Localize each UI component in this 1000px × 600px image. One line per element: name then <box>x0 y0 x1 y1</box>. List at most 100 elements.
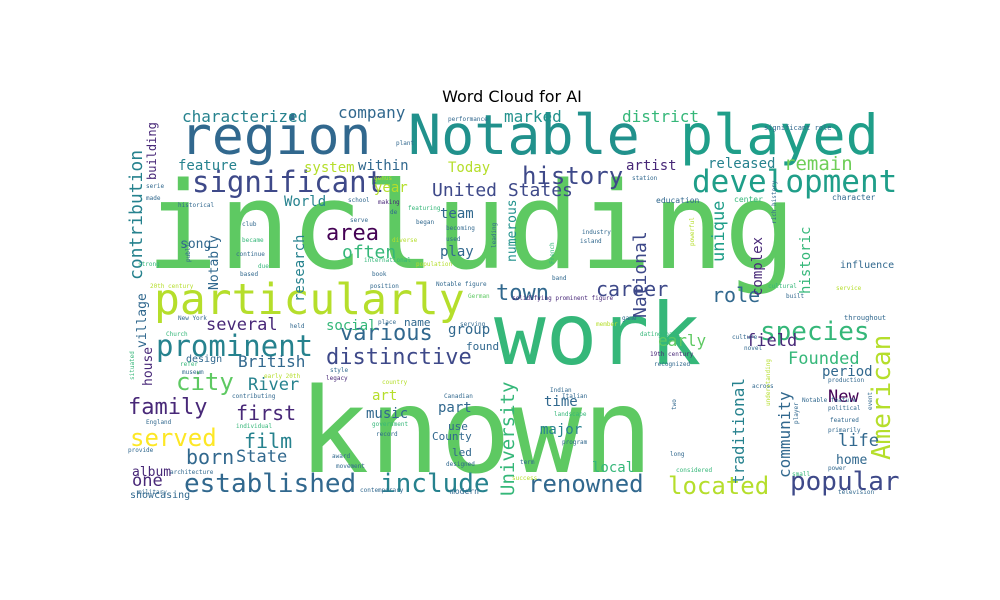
word-31: University <box>497 382 519 496</box>
word-186: two <box>671 399 678 410</box>
word-119: movement <box>336 463 365 470</box>
word-128: refer <box>180 361 198 368</box>
word-123: country <box>382 379 408 386</box>
word-28: film <box>244 429 292 453</box>
word-56: Notably <box>207 235 222 290</box>
word-144: club <box>242 221 257 228</box>
word-22: various <box>340 321 433 346</box>
word-162: used <box>446 236 461 243</box>
word-85: design <box>186 354 222 365</box>
word-147: based <box>240 271 258 278</box>
word-3: Notable <box>408 103 640 167</box>
word-87: use <box>448 420 468 433</box>
word-8: significant <box>192 165 384 199</box>
word-89: showcasing <box>130 490 190 501</box>
word-1: known <box>298 362 653 500</box>
word-51: traditional <box>729 378 748 484</box>
word-164: population <box>416 261 453 268</box>
word-125: style <box>330 367 348 374</box>
word-99: island <box>580 238 602 245</box>
word-139: public <box>185 240 192 262</box>
word-141: historical <box>178 202 215 209</box>
word-78: time <box>544 394 578 410</box>
word-154: position <box>370 283 399 290</box>
word-110: landscape <box>554 411 587 418</box>
word-133: provide <box>128 447 154 454</box>
word-81: home <box>836 453 867 468</box>
word-33: United States <box>432 180 573 201</box>
word-10: American <box>867 335 897 460</box>
word-118: contemporary <box>360 487 404 494</box>
word-71: song <box>180 237 211 252</box>
word-65: released <box>708 156 775 172</box>
word-148: due <box>258 263 269 270</box>
word-155: place <box>378 319 396 326</box>
word-69: play <box>440 244 474 260</box>
word-187: power <box>828 465 846 472</box>
word-75: music <box>366 406 408 422</box>
word-17: history <box>522 162 623 190</box>
word-20: family <box>128 395 207 420</box>
word-182: primarily <box>828 427 861 434</box>
word-34: contribution <box>126 150 147 280</box>
word-52: community <box>775 391 794 478</box>
word-152: international <box>364 257 411 264</box>
word-188: small <box>792 471 810 478</box>
word-134: military <box>138 489 167 496</box>
word-190: de <box>390 209 398 216</box>
word-111: program <box>562 439 588 446</box>
word-24: town <box>496 281 549 306</box>
word-153: book <box>372 271 387 278</box>
word-103: 19th century <box>650 351 694 358</box>
word-40: marked <box>504 107 562 126</box>
word-112: long <box>670 451 685 458</box>
word-70: numerous <box>505 199 520 262</box>
word-35: often <box>342 242 396 263</box>
word-116: modern <box>450 487 479 496</box>
word-93: character <box>832 193 876 202</box>
word-77: part <box>438 400 472 416</box>
word-86: County <box>432 430 472 443</box>
word-7: development <box>692 164 897 200</box>
word-2: work <box>494 285 701 385</box>
word-170: culture <box>732 334 758 341</box>
word-106: Canadian <box>444 393 473 400</box>
word-88: led <box>452 446 472 459</box>
word-142: serie <box>146 183 164 190</box>
word-61: system <box>304 160 355 176</box>
word-130: New York <box>178 315 207 322</box>
word-107: Italian <box>562 393 588 400</box>
word-181: featured <box>830 417 859 424</box>
word-117: designed <box>446 461 475 468</box>
word-156: held <box>290 323 305 330</box>
word-169: band <box>552 275 567 282</box>
word-38: characterized <box>182 107 307 126</box>
word-68: team <box>440 206 474 222</box>
word-15: renowned <box>528 470 644 498</box>
word-126: early 20th <box>264 373 301 380</box>
word-6: particularly <box>154 275 465 325</box>
word-173: powerful <box>689 217 696 246</box>
word-45: River <box>248 375 299 395</box>
word-30: remain <box>784 153 853 175</box>
word-54: complex <box>750 237 766 296</box>
word-66: year <box>374 180 408 196</box>
word-178: production <box>828 377 865 384</box>
word-115: success <box>512 475 538 482</box>
word-76: art <box>372 388 397 404</box>
word-39: company <box>338 103 406 122</box>
word-18: city <box>176 368 234 396</box>
word-174: rich history <box>771 180 778 224</box>
word-32: National <box>630 231 651 318</box>
word-84: found <box>466 340 499 353</box>
word-135: architecture <box>170 469 214 476</box>
word-159: began <box>416 219 434 226</box>
word-177: service <box>836 285 862 292</box>
word-160: featuring <box>408 205 441 212</box>
word-101: Notable figure <box>436 281 487 288</box>
word-183: event <box>867 392 874 410</box>
word-90: influence <box>840 260 894 271</box>
